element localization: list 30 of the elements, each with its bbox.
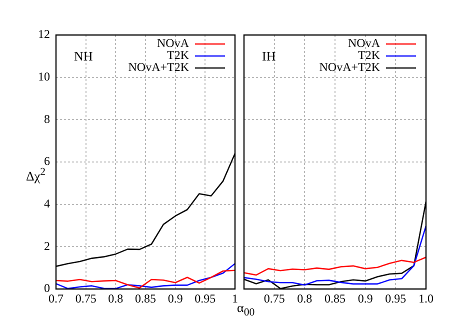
x-tick-label: 0.85: [135, 291, 156, 306]
x-tick-label: 0.7: [48, 291, 64, 306]
annotation: IH: [262, 48, 276, 64]
annotation: NH: [74, 48, 93, 64]
y-tick-label: 4: [44, 196, 50, 210]
x-tick-label: 0.9: [358, 291, 373, 306]
x-tick-label: 0.95: [385, 291, 406, 306]
x-tick-label: 0.85: [324, 291, 346, 306]
legend-label: NOvA: [157, 36, 190, 50]
x-tick-label: 0.75: [75, 291, 96, 306]
x-axis-title: α$_{00}$: [237, 300, 255, 319]
x-tick-label: 0.9: [168, 291, 183, 306]
y-axis-title: Δχ$^{2}$: [26, 166, 46, 184]
x-tick-label: 1: [232, 291, 238, 306]
y-tick-label: 8: [44, 112, 50, 126]
y-tick-label: 12: [38, 27, 50, 42]
x-tick-label: 0.75: [264, 291, 285, 306]
x-tick-label: 1.0: [418, 291, 434, 306]
legend-label: NOvA+T2K: [319, 60, 380, 74]
legend-label: NOvA: [348, 36, 380, 50]
y-tick-label: 0: [44, 281, 50, 296]
x-tick-label: 0.95: [194, 291, 216, 306]
x-tick-label: 0.8: [108, 291, 124, 306]
x-tick-label: 0.8: [297, 291, 312, 306]
legend-label: NOvA+T2K: [128, 60, 190, 74]
y-tick-label: 2: [44, 238, 50, 253]
y-tick-label: 10: [38, 69, 50, 84]
y-tick-label: 6: [44, 154, 50, 168]
legend-label: T2K: [167, 48, 190, 62]
legend-label: T2K: [358, 48, 380, 62]
